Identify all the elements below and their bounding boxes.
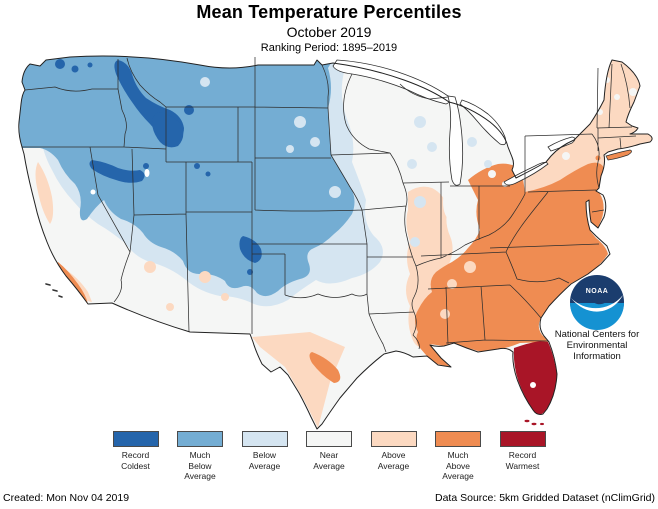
lake-michigan	[447, 95, 464, 186]
channel-islands	[45, 283, 63, 298]
legend-label-near-average: Near Average	[313, 450, 345, 471]
lake-huron	[459, 99, 507, 146]
legend-item-near-average: Near Average	[297, 431, 362, 482]
us-outline	[18, 55, 653, 430]
created-date: Created: Mon Nov 04 2019	[3, 492, 130, 504]
us-map-container: NOAA National Centers for Environmental …	[0, 52, 658, 432]
legend-label-above-average: Above Average	[377, 450, 410, 471]
legend-swatch-record-warmest	[499, 431, 546, 447]
legend-item-much-below: Much Below Average	[168, 431, 233, 482]
legend-label-record-warmest: Record Warmest	[505, 450, 540, 471]
legend-swatch-record-coldest	[112, 431, 159, 447]
noaa-logo-text: NOAA	[586, 288, 609, 295]
svg-text:Information: Information	[573, 351, 621, 362]
legend-swatch-below-average	[241, 431, 288, 447]
percentile-legend: Record Coldest Much Below Average Below Averag…	[0, 431, 658, 482]
svg-text:National Centers for: National Centers for	[555, 329, 639, 340]
legend-item-below-average: Below Average	[232, 431, 297, 482]
map-header: Mean Temperature Percentiles October 201…	[0, 0, 658, 54]
data-source: Data Source: 5km Gridded Dataset (nClimG…	[435, 492, 655, 504]
legend-item-record-coldest: Record Coldest	[103, 431, 168, 482]
legend-swatch-much-above	[435, 431, 481, 447]
legend-label-below-average: Below Average	[248, 450, 281, 471]
great-lakes	[332, 59, 576, 186]
page-title: Mean Temperature Percentiles	[196, 2, 462, 22]
map-footer: Created: Mon Nov 04 2019 Data Source: 5k…	[0, 489, 658, 509]
long-island	[605, 149, 632, 161]
florida-keys	[524, 419, 544, 426]
legend-swatch-much-below	[177, 431, 223, 447]
legend-label-record-coldest: Record Coldest	[121, 450, 150, 471]
us-percentile-map: NOAA National Centers for Environmental …	[18, 55, 653, 430]
legend-item-record-warmest: Record Warmest	[490, 431, 555, 482]
legend-item-much-above: Much Above Average	[426, 431, 491, 482]
map-month: October 2019	[286, 23, 372, 40]
ncei-wordmark: National Centers for Environmental Infor…	[555, 329, 639, 362]
legend-label-much-above: Much Above Average	[442, 450, 474, 481]
noaa-logo: NOAA	[570, 275, 624, 330]
svg-text:Environmental: Environmental	[567, 340, 628, 351]
ranking-period: Ranking Period: 1895–2019	[260, 41, 398, 54]
percentile-fill-layer	[18, 56, 653, 429]
legend-label-much-below: Much Below Average	[184, 450, 216, 481]
legend-item-above-average: Above Average	[361, 431, 426, 482]
legend-swatch-near-average	[306, 431, 352, 447]
legend-swatch-above-average	[370, 431, 417, 447]
state-borders	[22, 57, 637, 353]
